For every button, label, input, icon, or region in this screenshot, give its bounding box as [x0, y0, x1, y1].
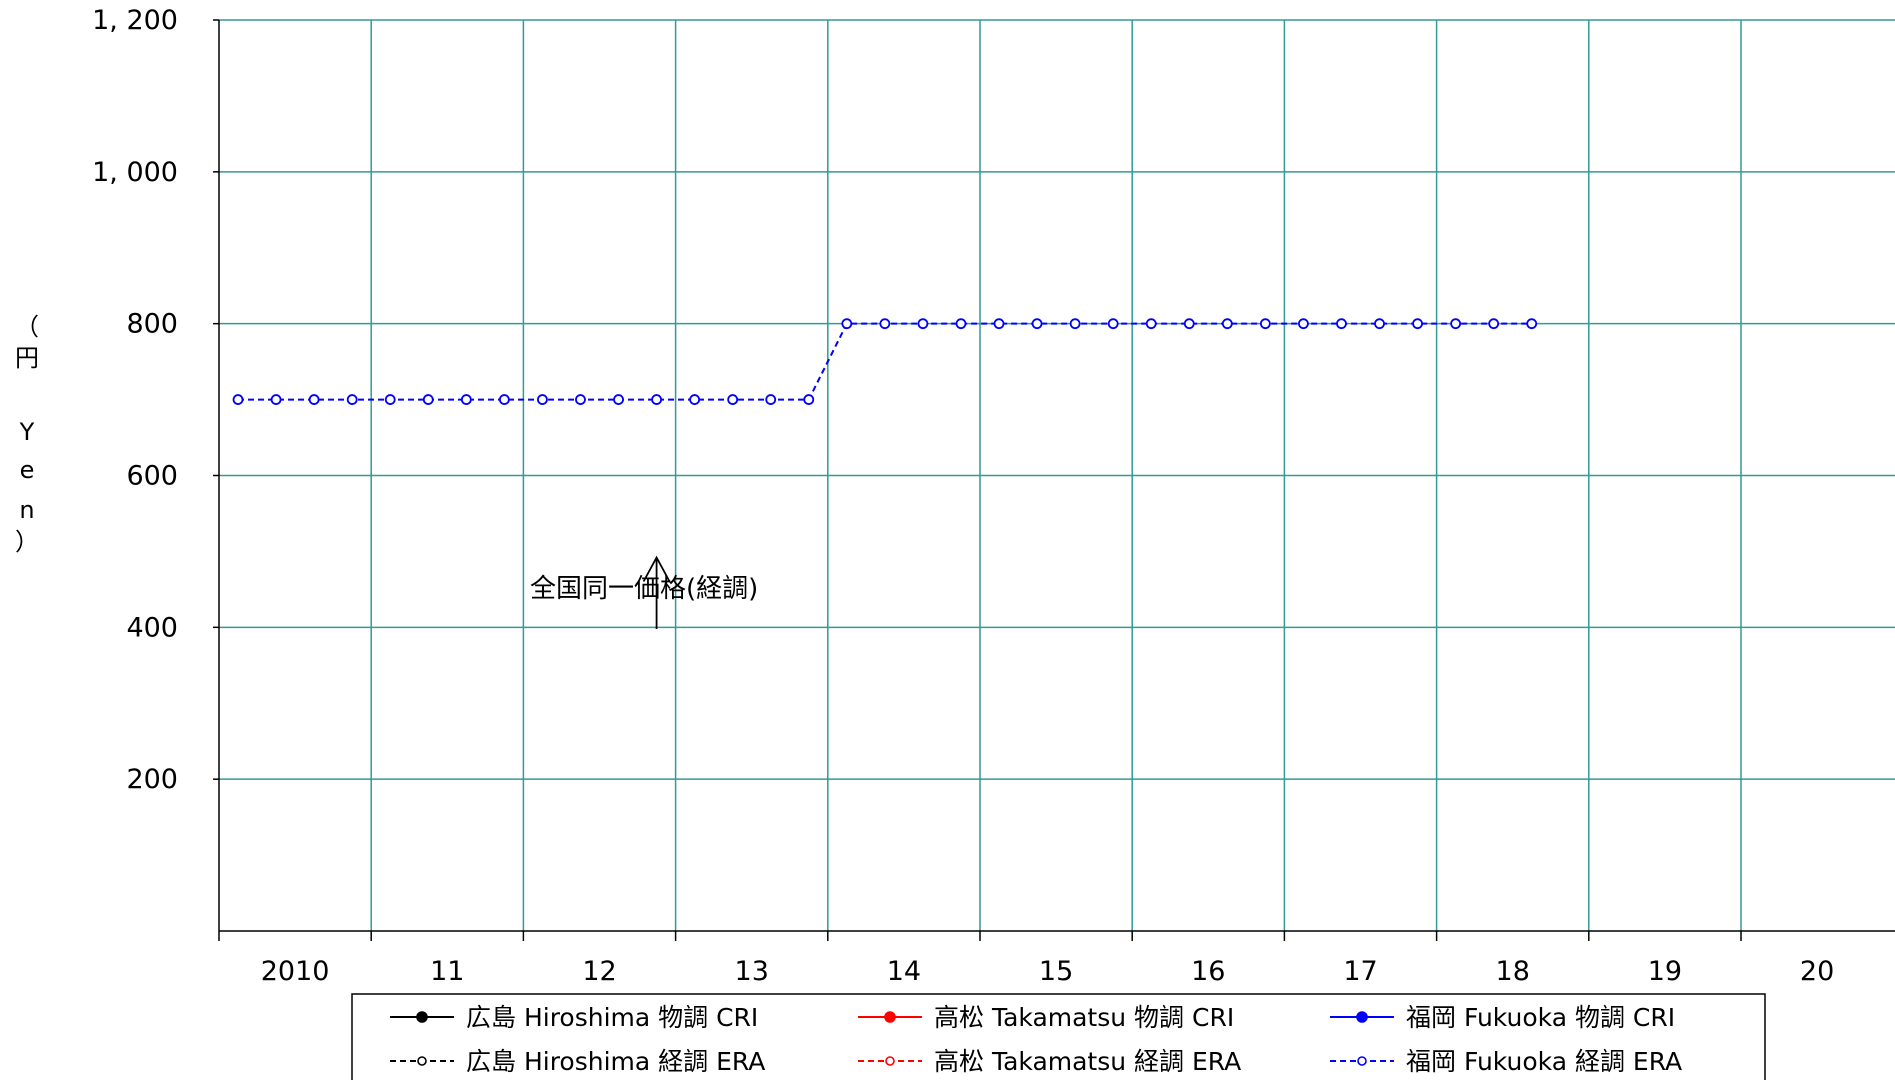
grid — [219, 20, 1895, 931]
data-point — [728, 395, 737, 404]
x-tick-labels: 2010 11 12 13 14 15 16 17 18 19 20 — [261, 956, 1835, 987]
y-tick-label: 800 — [126, 309, 178, 340]
data-point — [272, 395, 281, 404]
legend-swatch-marker — [417, 1012, 427, 1022]
data-point — [880, 319, 889, 328]
x-tick-label: 11 — [430, 956, 464, 987]
data-point — [918, 319, 927, 328]
legend-label: 広島 Hiroshima 経調 ERA — [466, 1047, 765, 1076]
legend-label: 高松 Takamatsu 物調 CRI — [934, 1003, 1234, 1032]
x-tick-label: 18 — [1496, 956, 1530, 987]
data-point — [1147, 319, 1156, 328]
x-tick-label: 17 — [1343, 956, 1377, 987]
legend-label: 福岡 Fukuoka 物調 CRI — [1406, 1003, 1675, 1032]
data-point — [386, 395, 395, 404]
y-axis-label-char: n — [19, 496, 34, 524]
y-tick-label: 200 — [126, 764, 178, 795]
data-point — [1375, 319, 1384, 328]
data-point — [690, 395, 699, 404]
x-tick-label: 14 — [887, 956, 921, 987]
axes — [213, 20, 1895, 941]
legend-swatch-marker — [886, 1057, 894, 1065]
data-point — [1071, 319, 1080, 328]
legend-swatch-marker — [1357, 1012, 1367, 1022]
data-point — [1337, 319, 1346, 328]
data-point — [348, 395, 357, 404]
data-point — [652, 395, 661, 404]
y-tick-label: 400 — [126, 612, 178, 643]
y-axis-label-char: ） — [15, 528, 39, 556]
x-tick-label: 12 — [582, 956, 616, 987]
data-point — [310, 395, 319, 404]
plot-series — [234, 319, 1537, 404]
data-point — [1185, 319, 1194, 328]
data-point — [1299, 319, 1308, 328]
data-point — [462, 395, 471, 404]
y-axis-label-char: 円 — [15, 344, 39, 372]
data-point — [1109, 319, 1118, 328]
data-point — [956, 319, 965, 328]
x-tick-label: 20 — [1800, 956, 1834, 987]
data-point — [842, 319, 851, 328]
data-point — [1489, 319, 1498, 328]
data-point — [995, 319, 1004, 328]
data-point — [804, 395, 813, 404]
data-point — [500, 395, 509, 404]
x-tick-label: 2010 — [261, 956, 330, 987]
data-point — [1527, 319, 1536, 328]
data-point — [1033, 319, 1042, 328]
legend-swatch-marker — [418, 1057, 426, 1065]
y-axis-label: （ 円 Yen ） — [15, 313, 39, 556]
legend-label: 高松 Takamatsu 経調 ERA — [934, 1047, 1241, 1076]
x-tick-label: 19 — [1648, 956, 1682, 987]
x-tick-label: 15 — [1039, 956, 1073, 987]
legend-label: 福岡 Fukuoka 経調 ERA — [1406, 1047, 1682, 1076]
x-tick-label: 16 — [1191, 956, 1225, 987]
x-tick-label: 13 — [735, 956, 769, 987]
y-tick-label: 1, 000 — [92, 157, 178, 188]
legend-label: 広島 Hiroshima 物調 CRI — [466, 1003, 758, 1032]
legend: 広島 Hiroshima 物調 CRI 高松 Takamatsu 物調 CRI 福岡… — [352, 994, 1765, 1080]
data-point — [424, 395, 433, 404]
data-point — [614, 395, 623, 404]
annotations: 全国同一価格(経調) — [530, 558, 758, 630]
data-point — [1413, 319, 1422, 328]
y-axis-label-char: Y — [19, 418, 35, 446]
y-tick-labels: 200 400 600 800 1, 000 1, 200 — [92, 5, 178, 795]
data-point — [766, 395, 775, 404]
series-line — [238, 324, 1532, 400]
legend-swatch-marker — [1358, 1057, 1366, 1065]
y-tick-label: 1, 200 — [92, 5, 178, 36]
data-point — [1223, 319, 1232, 328]
annotation-text: 全国同一価格(経調) — [530, 574, 758, 604]
data-point — [538, 395, 547, 404]
legend-swatch-marker — [885, 1012, 895, 1022]
data-point — [576, 395, 585, 404]
y-tick-label: 600 — [126, 461, 178, 492]
data-point — [234, 395, 243, 404]
data-point — [1261, 319, 1270, 328]
y-axis-label-char: （ — [15, 313, 39, 341]
data-point — [1451, 319, 1460, 328]
y-axis-label-char: e — [20, 456, 35, 484]
